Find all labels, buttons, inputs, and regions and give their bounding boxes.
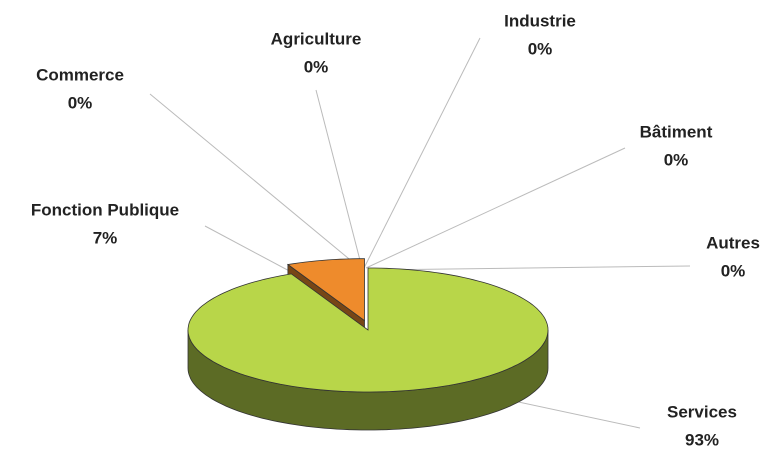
- leader-line: [363, 37, 481, 269]
- leader-line: [365, 147, 626, 269]
- slice-label: Commerce: [36, 65, 124, 84]
- slice-label: Agriculture: [271, 29, 362, 48]
- slice-value-label: 93%: [685, 430, 719, 449]
- slice-value-label: 0%: [304, 57, 329, 76]
- slice-value-label: 0%: [721, 261, 746, 280]
- leader-line: [315, 89, 363, 269]
- leader-lines: [149, 37, 691, 429]
- leader-line: [367, 265, 691, 271]
- slice-value-label: 0%: [664, 150, 689, 169]
- slice-value-label: 0%: [68, 93, 93, 112]
- slice-label: Fonction Publique: [31, 200, 179, 219]
- slice-label: Services: [667, 402, 737, 421]
- pie-slice: [187, 267, 549, 393]
- slice-label: Bâtiment: [640, 122, 713, 141]
- pie-tops: [187, 258, 549, 393]
- slice-label: Autres: [706, 233, 760, 252]
- leader-line: [149, 93, 361, 269]
- slice-value-label: 7%: [93, 228, 118, 247]
- leader-line: [499, 397, 641, 429]
- pie-slice: [286, 258, 365, 322]
- slice-value-label: 0%: [528, 39, 553, 58]
- slice-label: Industrie: [504, 11, 576, 30]
